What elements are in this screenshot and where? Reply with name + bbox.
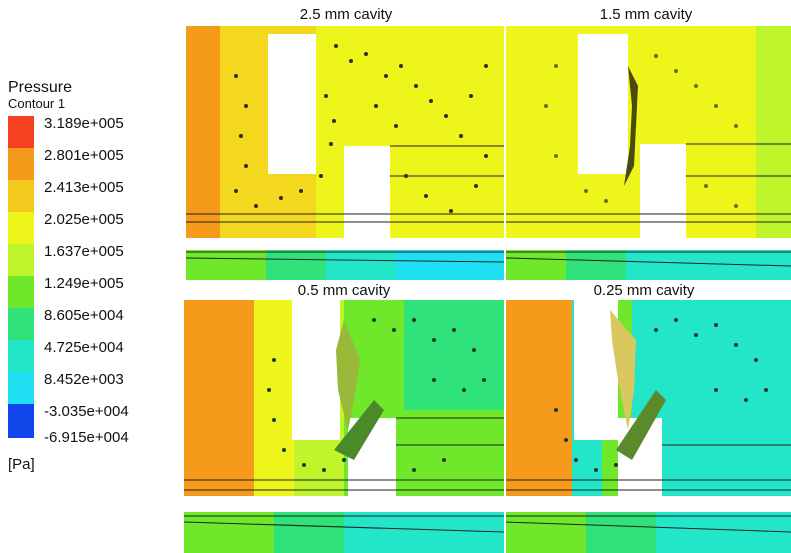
contour-panel-0-25mm (506, 300, 791, 553)
contour-plot (506, 300, 791, 553)
legend-unit: [Pa] (8, 456, 35, 473)
legend-band (8, 180, 34, 212)
panel-title-0-25mm: 0.25 mm cavity (593, 282, 695, 299)
contour-plot (506, 26, 791, 280)
panel-title-2-5mm: 2.5 mm cavity (299, 6, 393, 23)
legend-band (8, 276, 34, 308)
legend-label: -6.915e+004 (44, 429, 129, 446)
panel-title-1-5mm: 1.5 mm cavity (599, 6, 693, 23)
panel-title-0-5mm: 0.5 mm cavity (297, 282, 391, 299)
legend-title: Pressure (8, 79, 73, 96)
legend-label: -3.035e+004 (44, 403, 129, 420)
legend-label: 1.637e+005 (44, 243, 124, 260)
legend-band (8, 372, 34, 404)
legend-color-bar (8, 116, 34, 438)
legend-label: 4.725e+004 (44, 339, 124, 356)
legend-band (8, 308, 34, 340)
contour-panel-2-5mm (186, 26, 504, 280)
legend-band (8, 148, 34, 180)
contour-panel-0-5mm (184, 300, 504, 553)
legend-label: 2.025e+005 (44, 211, 124, 228)
legend-label: 8.605e+004 (44, 307, 124, 324)
legend-label: 2.801e+005 (44, 147, 124, 164)
legend-label: 2.413e+005 (44, 179, 124, 196)
legend-band (8, 116, 34, 148)
legend-label: 3.189e+005 (44, 115, 124, 132)
legend-band (8, 212, 34, 244)
legend-label: 8.452e+003 (44, 371, 124, 388)
legend-subtitle: Contour 1 (8, 96, 66, 111)
contour-plot (184, 300, 504, 553)
contour-panel-1-5mm (506, 26, 791, 280)
pressure-legend: Pressure Contour 1 3.189e+005 2.801e+005… (0, 0, 178, 553)
legend-band (8, 244, 34, 276)
contour-plot (186, 26, 504, 280)
legend-band (8, 404, 34, 438)
legend-band (8, 340, 34, 372)
legend-label: 1.249e+005 (44, 275, 124, 292)
